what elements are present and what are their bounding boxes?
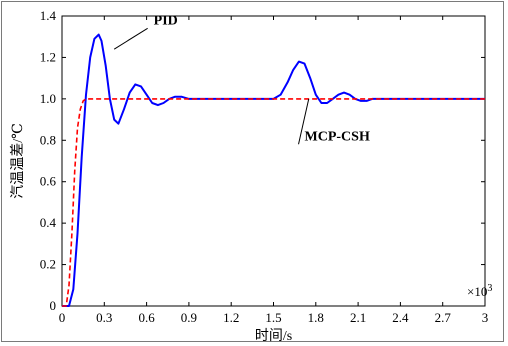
y-tick-label: 0.8 (40, 132, 56, 147)
figure-frame (1, 1, 504, 342)
x-tick-label: 1.8 (308, 310, 324, 325)
annotation-label-pid: PID (154, 13, 178, 28)
y-tick-label: 0 (50, 298, 57, 313)
x-multiplier-exp: 3 (487, 283, 492, 294)
series-layer (62, 33, 485, 307)
x-tick-label: 1.2 (223, 310, 239, 325)
plot-area-box (61, 15, 486, 307)
y-tick-label: 1.4 (40, 8, 57, 23)
y-axis-label: 汽温温差/℃ (10, 123, 26, 199)
tick-layer: 0 0.3 0.6 0.9 1.2 1.5 1.8 2.1 2.4 2.7 3 0 0.2 0.4 0.6 0… (40, 8, 489, 325)
x-tick-label: 1.5 (265, 310, 281, 325)
x-tick-label: 0.9 (181, 310, 197, 325)
annotation-layer: PID MCP-CSH (113, 13, 370, 145)
y-tick-label: 0.2 (40, 257, 56, 272)
x-multiplier-base: ×10 (467, 284, 487, 299)
y-tick-label: 1.0 (40, 91, 56, 106)
annotation-label-mcp-csh: MCP-CSH (305, 129, 370, 144)
axes (61, 15, 486, 307)
x-tick-label: 2.4 (392, 310, 409, 325)
x-tick-label: 3 (482, 310, 489, 325)
annotation-leader-pid (113, 27, 148, 50)
y-tick-label: 1.2 (40, 49, 56, 64)
series-line-mcp-csh (62, 98, 485, 307)
x-axis-label: 时间/s (255, 328, 292, 344)
x-multiplier-label: ×103 (467, 283, 492, 299)
series-line-pid (62, 33, 485, 307)
x-tick-label: 2.7 (435, 310, 452, 325)
y-tick-label: 0.6 (40, 174, 57, 189)
x-tick-label: 0 (59, 310, 66, 325)
annotation-leader-mcp-csh (298, 98, 310, 145)
x-tick-label: 0.6 (138, 310, 155, 325)
y-tick-label: 0.4 (40, 215, 57, 230)
x-tick-label: 0.3 (96, 310, 112, 325)
x-tick-label: 2.1 (350, 310, 366, 325)
